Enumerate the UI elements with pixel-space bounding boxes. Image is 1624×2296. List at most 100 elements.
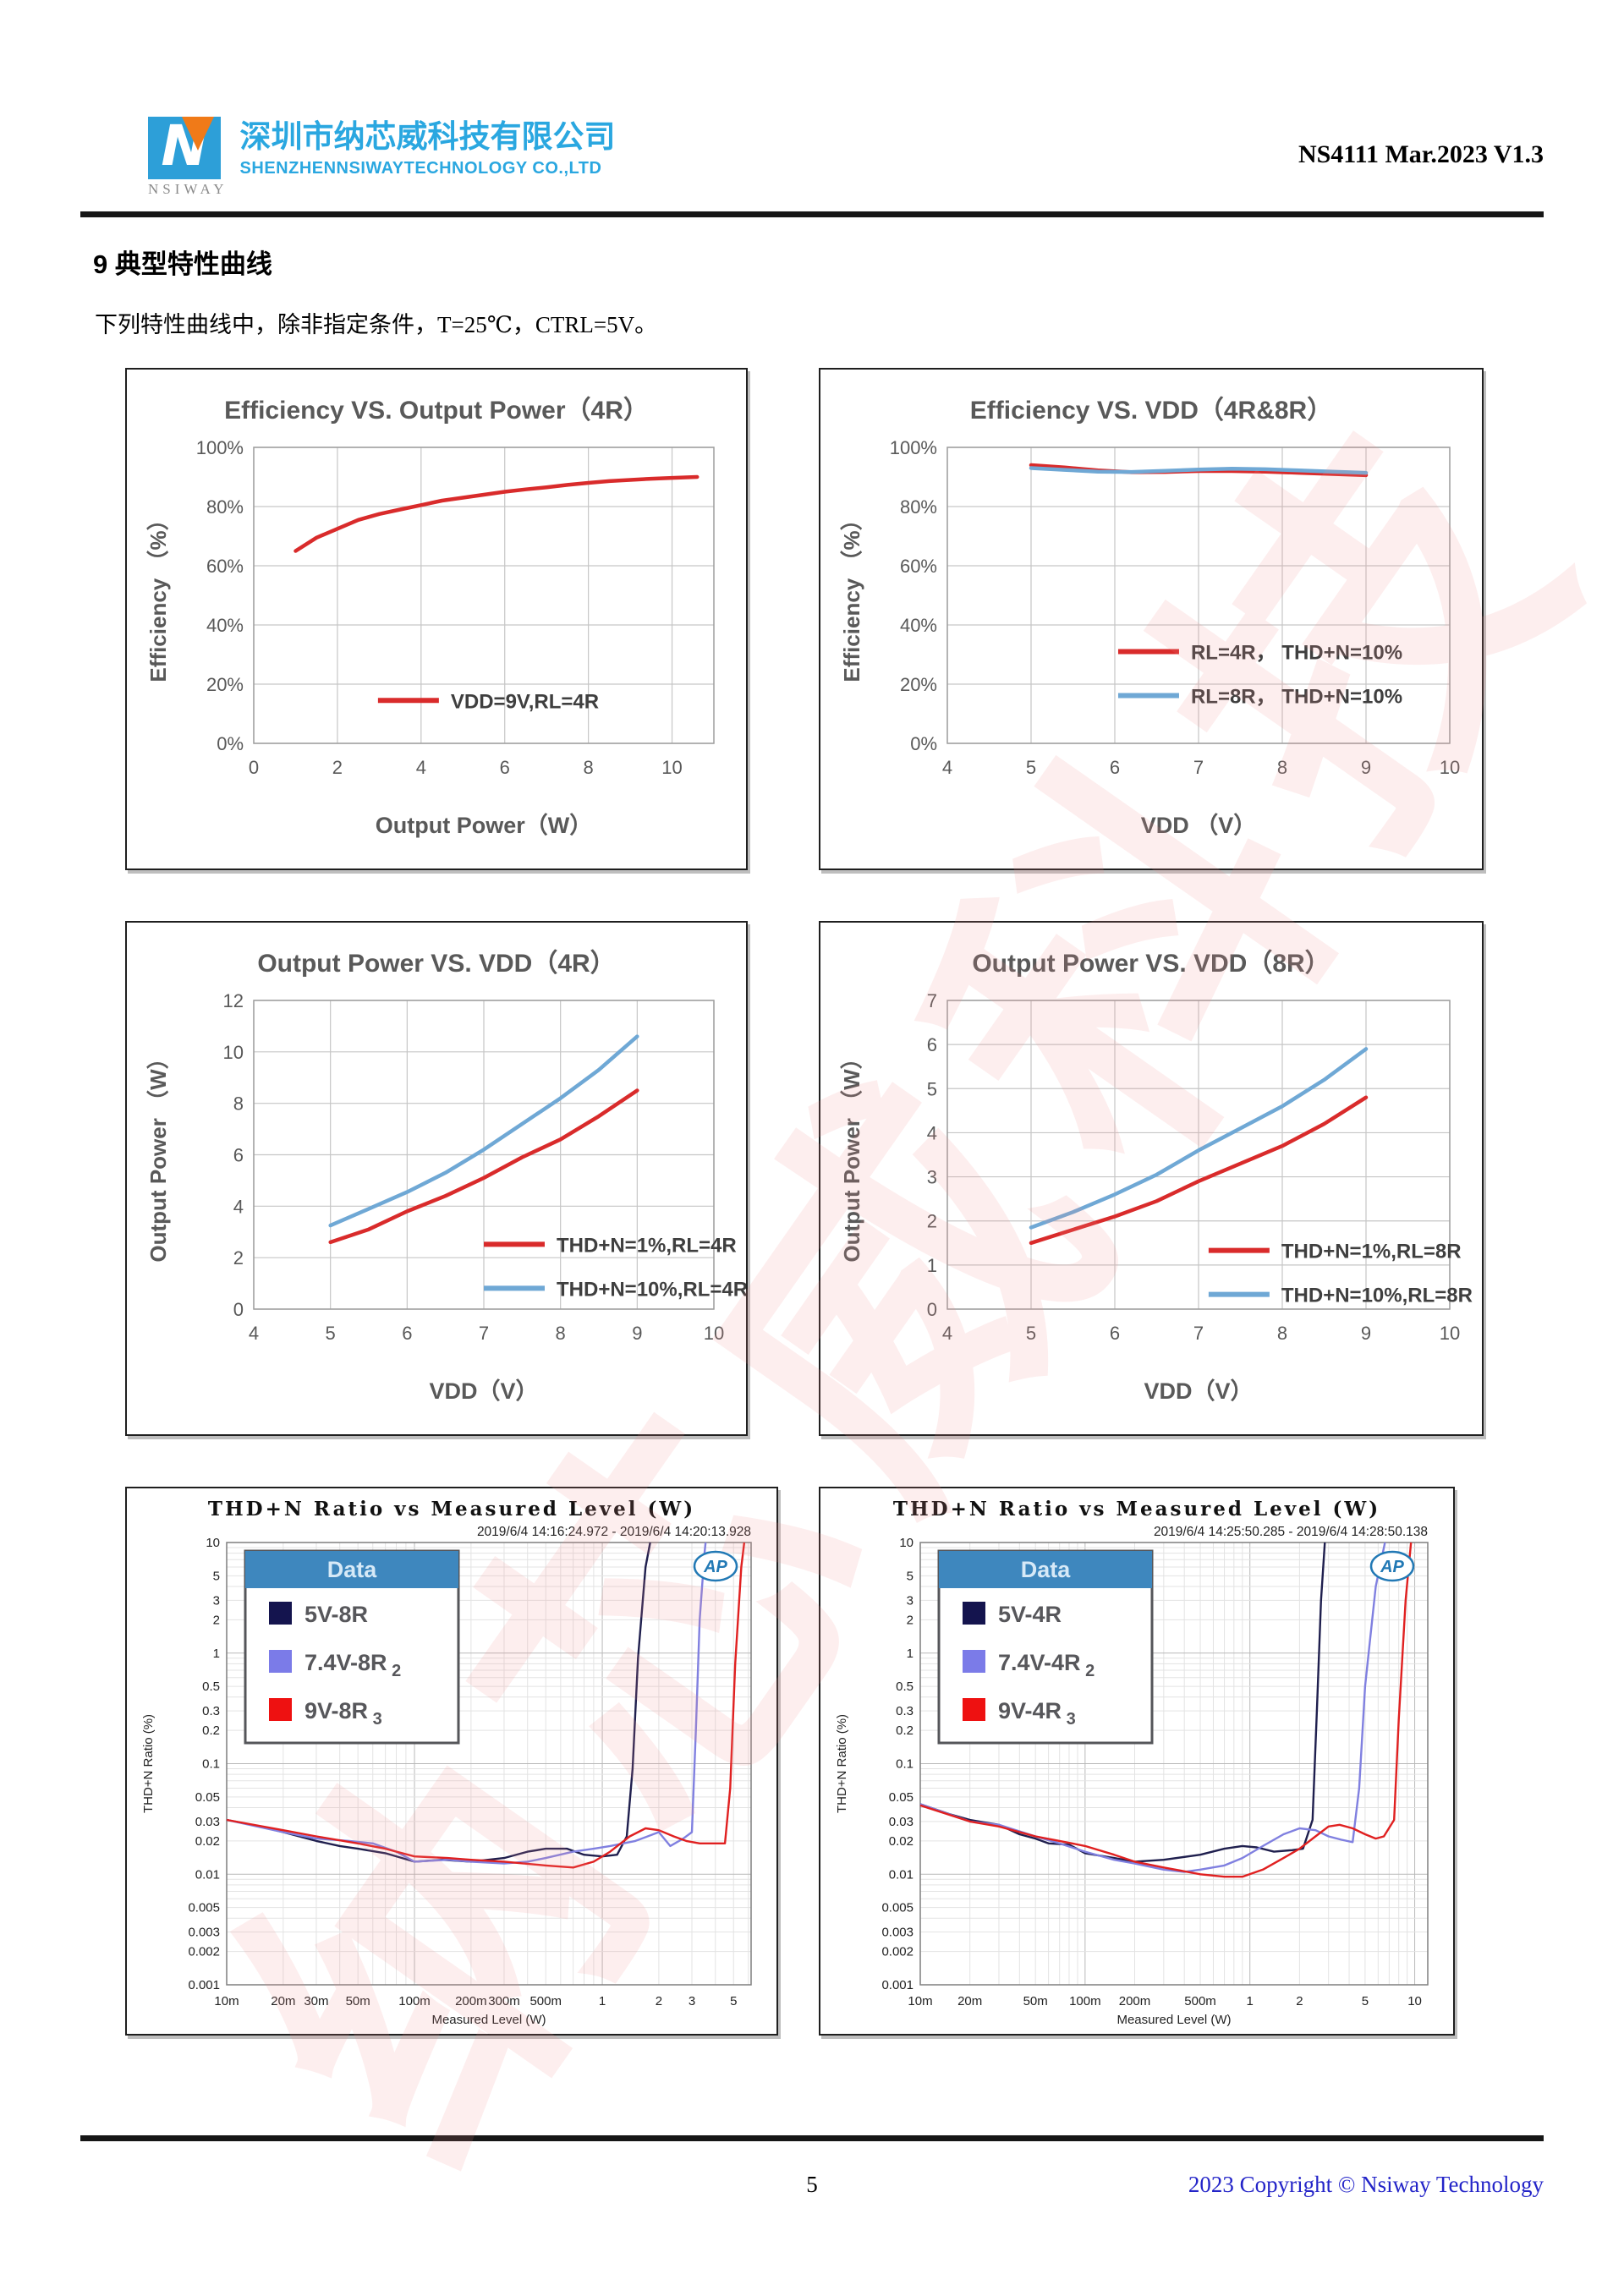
y-tick-label: 60% [206,556,244,577]
chart-legend: VDD=9V,RL=4R [377,690,599,713]
x-tick-label: 0 [249,757,259,778]
x-tick-label: 9 [1361,1323,1371,1344]
x-tick-label: 5 [1362,1994,1369,2008]
y-tick-label: 20% [900,674,937,695]
series-line-0 [226,1542,651,1863]
x-tick-label: 10 [1440,1323,1460,1344]
y-tick-label: 0.2 [202,1723,220,1738]
ap-logo-icon: AP [693,1550,738,1582]
x-tick-label: 7 [1193,757,1204,778]
y-tick-label: 0% [217,733,244,754]
y-tick-label: 10 [223,1042,244,1063]
series-line-1 [1029,1047,1369,1230]
y-tick-label: 0.002 [188,1945,220,1959]
series-line-0 [294,474,700,553]
x-tick-label: 5 [730,1994,737,2008]
ap-logo-icon: AP [1369,1550,1415,1582]
page-header: N NSIWAY 深圳市纳芯威科技有限公司 SHENZHENNSIWAYTECH… [80,117,1544,198]
legend-label: 5V-4R [998,1602,1062,1627]
y-tick-label: 5 [213,1569,220,1583]
chart-title: Output Power VS. VDD（8R） [972,949,1330,978]
y-tick-label: 0.5 [202,1680,220,1694]
y-tick-label: 0.01 [889,1867,914,1882]
y-tick-label: 7 [927,990,937,1011]
x-tick-label: 7 [479,1323,489,1344]
y-tick-label: 0.005 [188,1901,220,1915]
chart-canvas: Output Power VS. VDD（4R） 0 2 4 6 8 10 12 4 5 6 7 8 9 1… [145,949,746,1404]
legend-swatch [269,1650,292,1673]
chart-title: THD+N Ratio vs Measured Level (W) [208,1498,695,1521]
legend-swatch [963,1602,985,1625]
logo-orange-wedge-icon [182,117,214,151]
y-tick-label: 0.03 [195,1815,220,1829]
x-tick-label: 10 [661,757,682,778]
x-tick-label: 500m [529,1994,562,2008]
x-tick-label: 6 [1110,1323,1120,1344]
y-tick-label: 6 [927,1034,937,1055]
chart-efficiency-vs-vdd-4r-8r: Efficiency VS. VDD（4R&8R） 0% 20% 40% 60% 80% 1… [819,368,1484,870]
footer-rule [80,2135,1544,2141]
y-tick-label: 0.003 [881,1926,914,1940]
x-tick-label: 50m [346,1994,370,2008]
chart-output-power-vs-vdd-4r: Output Power VS. VDD（4R） 0 2 4 6 8 10 12 4 5 6 7 8 9 1… [125,921,748,1436]
y-axis-label: THD+N Ratio (%) [141,1714,156,1813]
company-name-chinese: 深圳市纳芯威科技有限公司 [239,119,616,154]
legend-swatch [269,1602,292,1625]
page-footer: 5 2023 Copyright © Nsiway Technology [80,2135,1544,2207]
y-tick-label: 0.005 [881,1901,914,1915]
x-tick-label: 1 [1247,1994,1254,2008]
y-tick-label: 1 [927,1255,937,1276]
x-tick-label: 6 [402,1323,412,1344]
y-tick-label: 3 [213,1593,220,1608]
x-tick-label: 10 [704,1323,724,1344]
chart-efficiency-vs-output-power-4r: Efficiency VS. Output Power（4R） 0% 20% 40% 6… [125,368,748,870]
legend-swatch [963,1698,985,1721]
x-axis-label: Measured Level (W) [431,2013,546,2027]
y-tick-label: 6 [233,1145,244,1166]
y-tick-label: 2 [907,1613,914,1627]
legend-swatch [269,1698,292,1721]
y-tick-label: 80% [206,496,244,518]
y-tick-label: 0% [910,733,937,754]
legend-header [245,1551,458,1588]
chart-timestamp: 2019/6/4 14:16:24.972 - 2019/6/4 14:20:1… [477,1525,751,1539]
x-axis-label: VDD （V） [1141,813,1257,838]
y-tick-label: 0.3 [896,1704,914,1718]
y-tick-label: 2 [233,1247,244,1269]
y-tick-label: 0.2 [896,1723,914,1738]
y-tick-label: 40% [206,615,244,636]
x-tick-label: 8 [1277,1323,1287,1344]
y-tick-label: 1 [213,1647,220,1661]
section-title: 9 典型特性曲线 [93,249,272,279]
y-tick-label: 0.05 [195,1790,220,1805]
x-tick-label: 2 [1296,1994,1303,2008]
x-tick-label: 4 [942,757,952,778]
series-line-2 [919,1542,1413,1878]
svg-text:AP: AP [703,1558,727,1576]
plot-border [253,447,715,744]
x-tick-label: 4 [249,1323,259,1344]
y-tick-label: 0.05 [889,1790,914,1805]
svg-text:AP: AP [1380,1558,1404,1576]
y-tick-label: 0 [233,1299,244,1320]
y-tick-label: 100% [890,437,937,458]
chart-title: THD+N Ratio vs Measured Level (W) [893,1498,1380,1521]
x-tick-label: 10m [214,1994,239,2008]
x-tick-label: 2 [332,757,343,778]
legend-label: RL=4R， THD+N=10% [1191,642,1402,665]
chart-title: Efficiency VS. Output Power（4R） [224,396,649,425]
chart-canvas: THD+N Ratio vs Measured Level (W) 2019/6/… [835,1498,1429,2027]
plot-border [226,1542,752,1986]
x-tick-label: 5 [326,1323,336,1344]
y-axis-label: Efficiency （%） [145,508,171,682]
company-name-english: SHENZHENNSIWAYTECHNOLOGY CO.,LTD [239,159,602,178]
x-tick-label: 6 [1110,757,1120,778]
y-tick-label: 0 [927,1299,937,1320]
series-line-1 [1029,466,1369,475]
legend-label: VDD=9V,RL=4R [451,690,599,713]
y-tick-label: 4 [233,1196,244,1217]
copyright-text: 2023 Copyright © Nsiway Technology [1188,2172,1544,2197]
chart-legend: RL=4R， THD+N=10% RL=8R， THD+N=10% [1117,642,1402,709]
chart-timestamp: 2019/6/4 14:25:50.285 - 2019/6/4 14:28:5… [1154,1525,1428,1539]
